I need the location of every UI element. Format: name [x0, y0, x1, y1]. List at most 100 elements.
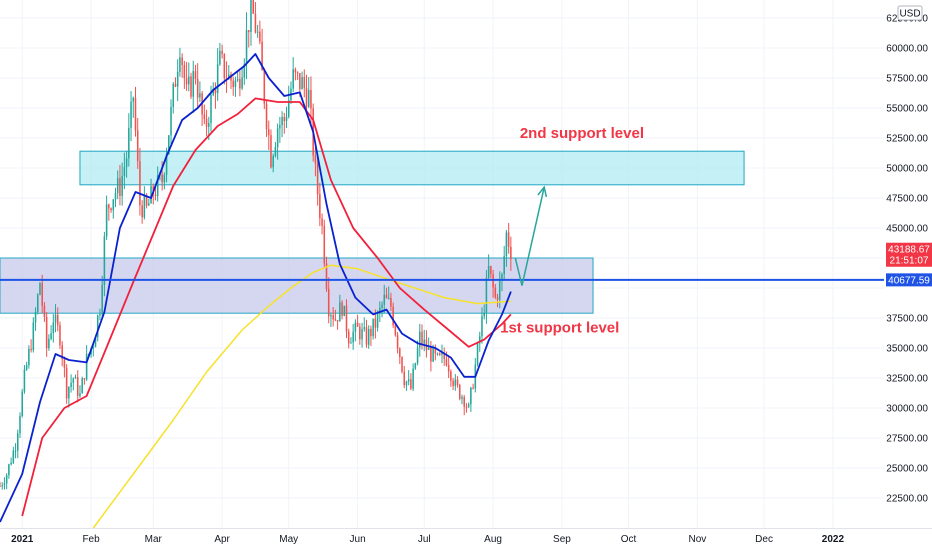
candle-body: [501, 274, 503, 281]
candle-body: [85, 353, 88, 380]
price-tick-label: 50000.00: [886, 164, 928, 175]
candle-body: [65, 367, 68, 399]
candle-body: [61, 345, 63, 360]
candle-body: [232, 80, 234, 87]
candle-body: [121, 176, 123, 196]
time-tick-label: Sep: [553, 534, 571, 545]
candle-body: [379, 307, 381, 313]
candle-body: [456, 379, 459, 385]
candle-body: [245, 29, 248, 64]
price-tick-label: 45000.00: [886, 224, 928, 235]
candle-body: [341, 302, 343, 317]
candle-body: [483, 312, 485, 317]
candle-body: [416, 347, 419, 364]
candle-body: [461, 397, 463, 399]
candle-body: [383, 294, 386, 305]
projection-arrow-path[interactable]: [514, 187, 545, 286]
candle-body: [407, 379, 410, 382]
candle-body: [172, 83, 175, 107]
price-tick-label: 32500.00: [886, 374, 928, 385]
candle-body: [205, 118, 208, 127]
candle-body: [92, 347, 95, 349]
candle-body: [28, 348, 30, 366]
candle-body: [185, 78, 188, 85]
time-tick-label: Mar: [145, 534, 163, 545]
candle-body: [176, 71, 179, 87]
annotation-text[interactable]: 1st support level: [500, 319, 619, 336]
candle-body: [310, 89, 312, 109]
candle-body: [212, 88, 215, 95]
candle-body: [325, 263, 328, 289]
candles-layer: [0, 0, 512, 490]
price-tag-value: 40677.59: [888, 275, 930, 286]
price-tag-countdown: 21:51:07: [890, 256, 929, 267]
candle-body: [354, 322, 357, 332]
candle-body: [370, 329, 372, 337]
candle-body: [478, 336, 481, 344]
support-zone-2[interactable]: [0, 257, 594, 314]
candle-body: [256, 31, 259, 33]
support-zone-1[interactable]: [79, 150, 745, 186]
candle-body: [412, 368, 414, 389]
candle-body: [467, 404, 470, 407]
candle-body: [507, 232, 510, 247]
candle-body: [227, 74, 230, 79]
price-tag-bg: [886, 273, 932, 287]
currency-badge[interactable]: [897, 5, 923, 21]
candle-body: [472, 387, 474, 389]
price-tick-label: 57500.00: [886, 74, 928, 85]
candle-body: [79, 393, 81, 396]
candle-body: [279, 125, 281, 129]
candle-body: [276, 128, 279, 148]
candle-body: [70, 382, 72, 388]
candle-body: [99, 314, 101, 316]
candle-body: [163, 174, 166, 183]
candle-body: [390, 297, 392, 307]
candle-body: [130, 101, 132, 128]
candle-body: [439, 353, 441, 355]
candle-body: [63, 359, 66, 368]
candle-body: [194, 71, 197, 80]
candle-body: [274, 147, 277, 156]
price-tick-label: 37500.00: [886, 314, 928, 325]
candle-body: [374, 318, 377, 328]
candle-body: [150, 186, 152, 204]
candle-body: [292, 69, 294, 89]
candle-body: [430, 347, 432, 362]
candle-body: [272, 155, 274, 168]
candle-body: [336, 320, 339, 322]
annotation-text[interactable]: 2nd support level: [520, 125, 644, 142]
currency-label: USD: [899, 9, 920, 20]
candle-body: [494, 287, 497, 298]
time-axis[interactable]: 2021 Feb Mar Apr May Jun Jul Aug Sep Oct Nov Dec 202…: [0, 528, 932, 550]
price-tick-label: 35000.00: [886, 344, 928, 355]
candle-body: [59, 325, 61, 346]
candle-body: [359, 326, 361, 340]
time-axis-bg: [0, 528, 932, 550]
candle-body: [294, 69, 297, 73]
candle-body: [16, 433, 19, 451]
candle-body: [25, 365, 28, 370]
candle-body: [96, 315, 99, 338]
candle-body: [381, 304, 383, 308]
candle-body: [254, 13, 257, 33]
candle-body: [103, 236, 106, 285]
candle-body: [287, 100, 290, 117]
candle-body: [323, 225, 326, 264]
candle-body: [372, 318, 374, 337]
candle-body: [116, 178, 119, 194]
candle-body: [445, 359, 448, 366]
candle-body: [352, 331, 354, 343]
candle-body: [452, 380, 454, 386]
price-tick-label: 27500.00: [886, 434, 928, 445]
candle-body: [199, 93, 201, 98]
time-tick-label: Aug: [484, 534, 502, 545]
candle-body: [436, 353, 439, 355]
candle-body: [81, 378, 83, 394]
candle-body: [139, 161, 141, 206]
candle-body: [136, 130, 139, 162]
candle-body: [399, 348, 401, 357]
candle-body: [427, 347, 430, 350]
